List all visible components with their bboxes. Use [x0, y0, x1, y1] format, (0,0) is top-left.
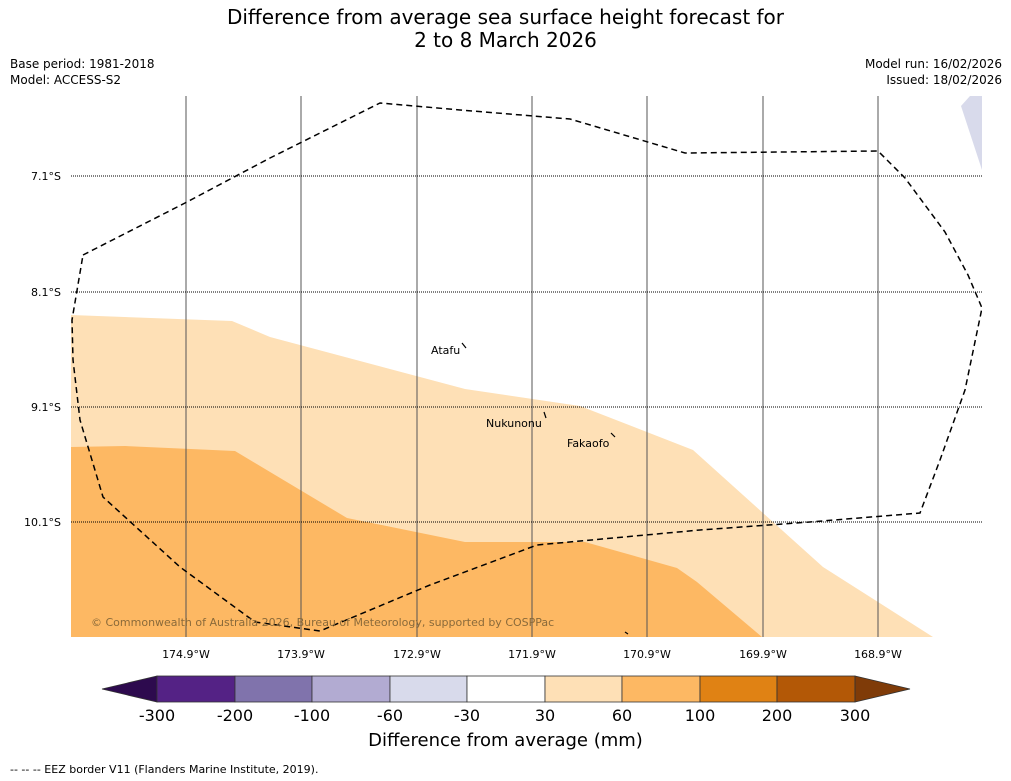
colorbar-tick-9: 200 [762, 706, 793, 725]
meta-left: Base period: 1981-2018 Model: ACCESS-S2 [10, 56, 155, 88]
island-atafu [461, 342, 467, 349]
title-line-1: Difference from average sea surface heig… [226, 5, 785, 29]
colorbar-bin-2 [234, 675, 313, 703]
place-label-fakaofo: Fakaofo [567, 437, 610, 450]
colorbar-bin-4 [389, 675, 468, 703]
chart-title: Difference from average sea surface heig… [0, 6, 1011, 52]
base-period: Base period: 1981-2018 [10, 57, 155, 71]
colorbar-bin-6 [544, 675, 623, 703]
lon-label-170-9: 170.9°W [623, 648, 671, 661]
colorbar-tick-3: -100 [294, 706, 330, 725]
lon-label-168-9: 168.9°W [854, 648, 902, 661]
place-label-atafu: Atafu [431, 344, 460, 357]
colorbar-tick-10: 300 [840, 706, 871, 725]
lat-label-10-1: 10.1°S [24, 516, 61, 529]
eez-border [71, 102, 982, 632]
issued-date: Issued: 18/02/2026 [886, 73, 1002, 87]
lon-label-174-9: 174.9°W [162, 648, 210, 661]
lat-label-7-1: 7.1°S [31, 170, 61, 183]
title-line-2: 2 to 8 March 2026 [414, 28, 597, 52]
lat-label-8-1: 8.1°S [31, 286, 61, 299]
colorbar-ticks: -300 -200 -100 -60 -30 30 60 100 200 300 [139, 706, 870, 725]
longitude-labels: 174.9°W 173.9°W 172.9°W 171.9°W 170.9°W … [162, 648, 902, 661]
colorbar-tick-7: 60 [612, 706, 632, 725]
colorbar [101, 675, 911, 703]
island-swains [624, 631, 629, 635]
colorbar-title: Difference from average (mm) [368, 730, 643, 751]
lon-label-169-9: 169.9°W [739, 648, 787, 661]
colorbar-tick-6: 30 [535, 706, 555, 725]
latitude-labels: 7.1°S 8.1°S 9.1°S 10.1°S [24, 170, 61, 529]
colorbar-bin-9 [776, 675, 856, 703]
colorbar-tick-1: -300 [139, 706, 175, 725]
meta-right: Model run: 16/02/2026 Issued: 18/02/2026 [865, 56, 1002, 88]
island-nukunonu [543, 411, 547, 419]
colorbar-bin-5 [466, 675, 546, 703]
colorbar-bin-7 [621, 675, 701, 703]
colorbar-tick-5: -30 [454, 706, 480, 725]
map-area: Atafu Nukunonu Fakaofo © Commonwealth of… [71, 96, 982, 637]
colorbar-extend-low [101, 675, 158, 703]
place-label-nukunonu: Nukunonu [486, 417, 542, 430]
lon-label-171-9: 171.9°W [508, 648, 556, 661]
colorbar-tick-4: -60 [377, 706, 403, 725]
anomaly-region-minus60-minus30 [961, 96, 982, 170]
colorbar-bin-3 [311, 675, 391, 703]
colorbar-tick-8: 100 [685, 706, 716, 725]
copyright-text: © Commonwealth of Australia 2026, Bureau… [91, 616, 554, 629]
lon-label-172-9: 172.9°W [393, 648, 441, 661]
eez-legend-note: -- -- -- EEZ border V11 (Flanders Marine… [10, 763, 319, 776]
island-fakaofo [610, 432, 616, 438]
lon-label-173-9: 173.9°W [277, 648, 325, 661]
colorbar-bin-8 [699, 675, 778, 703]
model-run: Model run: 16/02/2026 [864, 57, 1002, 71]
lat-label-9-1: 9.1°S [31, 401, 61, 414]
colorbar-bin-1 [156, 675, 236, 703]
model-name: Model: ACCESS-S2 [10, 73, 122, 87]
colorbar-tick-2: -200 [217, 706, 253, 725]
colorbar-extend-high [854, 675, 911, 703]
